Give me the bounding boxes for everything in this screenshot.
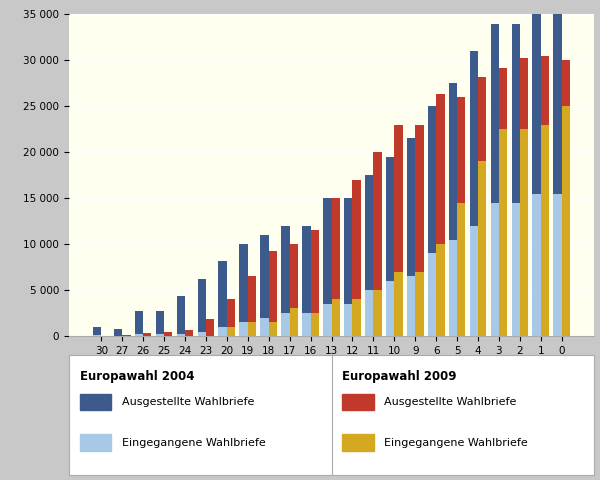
Text: Ausgestellte Wahlbriefe: Ausgestellte Wahlbriefe (121, 397, 254, 407)
Bar (532, 14, 541, 193)
Bar (164, 332, 172, 336)
Bar (386, 281, 394, 336)
Bar (344, 198, 352, 304)
Bar (93, 327, 101, 335)
Bar (218, 327, 227, 336)
Bar (562, 60, 570, 106)
Bar (290, 244, 298, 309)
Bar (470, 51, 478, 226)
Bar (93, 335, 101, 336)
Bar (449, 240, 457, 336)
Bar (352, 180, 361, 299)
Bar (248, 322, 256, 336)
Bar (407, 276, 415, 336)
Bar (365, 290, 373, 336)
Bar (155, 311, 164, 334)
Bar (281, 226, 290, 313)
Bar (122, 335, 131, 336)
Bar (311, 313, 319, 336)
Bar (135, 311, 143, 334)
Bar (302, 313, 311, 336)
Bar (290, 309, 298, 336)
Bar (352, 299, 361, 336)
Bar (260, 235, 269, 318)
Bar (373, 290, 382, 336)
Text: Eingegangene Wahlbriefe: Eingegangene Wahlbriefe (121, 438, 265, 448)
Bar (562, 106, 570, 336)
Bar (415, 125, 424, 272)
Bar (269, 322, 277, 336)
Bar (520, 129, 528, 336)
Bar (323, 304, 332, 336)
Bar (553, 193, 562, 336)
Bar (436, 244, 445, 336)
Bar (478, 77, 487, 161)
Bar (114, 329, 122, 336)
Bar (428, 253, 436, 336)
Bar (143, 333, 151, 336)
Bar (176, 296, 185, 334)
Bar (227, 299, 235, 327)
Bar (155, 334, 164, 336)
Bar (491, 24, 499, 203)
Bar (428, 106, 436, 253)
Bar (470, 226, 478, 336)
Bar (499, 129, 508, 336)
Bar (218, 261, 227, 327)
Bar (342, 394, 373, 410)
Bar (260, 318, 269, 336)
Bar (79, 394, 111, 410)
Bar (457, 203, 466, 336)
Bar (373, 152, 382, 290)
Bar (197, 279, 206, 332)
Bar (394, 125, 403, 272)
Bar (323, 198, 332, 304)
Bar (478, 161, 487, 336)
Bar (342, 434, 373, 451)
Text: Europawahl 2009: Europawahl 2009 (343, 370, 457, 383)
Bar (457, 97, 466, 203)
Bar (449, 84, 457, 240)
Text: Europawahl 2004: Europawahl 2004 (80, 370, 194, 383)
Bar (512, 203, 520, 336)
Bar (520, 58, 528, 129)
Bar (365, 175, 373, 290)
Bar (135, 334, 143, 336)
Bar (499, 68, 508, 129)
Bar (553, 14, 562, 193)
Bar (302, 226, 311, 313)
Text: Ausgestellte Wahlbriefe: Ausgestellte Wahlbriefe (384, 397, 517, 407)
Bar (269, 252, 277, 322)
Bar (415, 272, 424, 336)
Bar (311, 230, 319, 313)
Bar (407, 138, 415, 276)
Bar (331, 198, 340, 299)
Bar (239, 322, 248, 336)
X-axis label: Tag vor der Wahl: Tag vor der Wahl (272, 361, 391, 374)
Bar (532, 193, 541, 336)
Bar (491, 203, 499, 336)
Bar (79, 434, 111, 451)
Bar (541, 125, 549, 336)
Bar (344, 304, 352, 336)
Text: Eingegangene Wahlbriefe: Eingegangene Wahlbriefe (384, 438, 528, 448)
Bar (239, 244, 248, 322)
Bar (281, 313, 290, 336)
Bar (206, 320, 214, 336)
Bar (386, 157, 394, 281)
Bar (436, 95, 445, 244)
Bar (176, 334, 185, 336)
Bar (541, 56, 549, 125)
Bar (197, 332, 206, 336)
Bar (185, 331, 193, 336)
Bar (394, 272, 403, 336)
Bar (512, 24, 520, 203)
Bar (331, 299, 340, 336)
Bar (248, 276, 256, 322)
Bar (227, 327, 235, 336)
